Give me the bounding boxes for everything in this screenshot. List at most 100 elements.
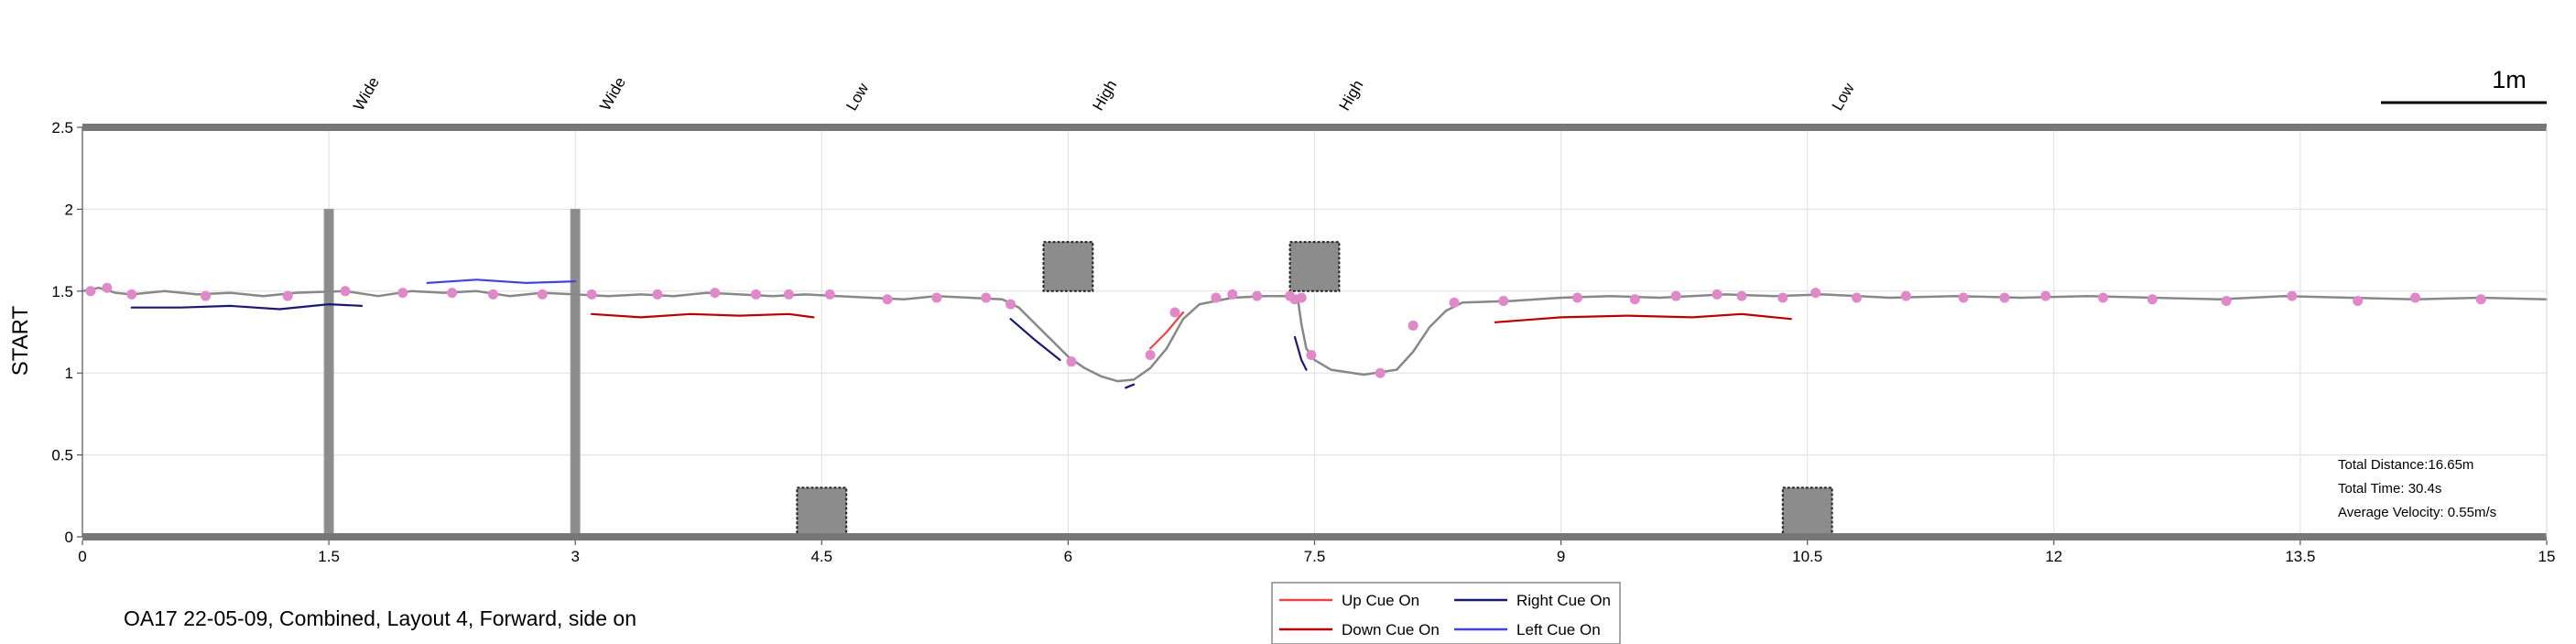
trajectory-marker xyxy=(447,288,458,299)
scale-bar-label: 1m xyxy=(2492,66,2527,93)
trajectory-marker xyxy=(1408,320,1418,331)
obstacle-labels: Wide Wide Low High High Low xyxy=(350,74,1858,114)
trajectory-marker xyxy=(1810,288,1821,299)
trajectory-marker xyxy=(1449,297,1460,308)
trajectory-marker xyxy=(1169,307,1180,318)
cue-line xyxy=(591,312,815,319)
y-tick-label: 2 xyxy=(65,201,73,218)
trajectory-marker xyxy=(2287,290,2298,301)
cue-line xyxy=(1009,318,1061,361)
trajectory-marker xyxy=(2409,292,2420,303)
stat-total-distance: Total Distance:16.65m xyxy=(2338,457,2473,473)
cue-line xyxy=(1293,335,1308,371)
obstacle-box xyxy=(1042,241,1094,292)
stats-box: Total Distance:16.65m Total Time: 30.4s … xyxy=(2338,457,2496,520)
trajectory-marker xyxy=(1736,290,1747,301)
trajectory-marker xyxy=(652,289,663,300)
obstacles xyxy=(323,208,1833,538)
cue-line xyxy=(1125,383,1136,389)
obstacle-label: Low xyxy=(1829,80,1858,114)
x-tick-label: 12 xyxy=(2045,548,2062,565)
trajectory-marker xyxy=(340,286,351,297)
legend-label-down-cue: Down Cue On xyxy=(1342,621,1440,639)
legend-item-right-cue: Right Cue On xyxy=(1454,592,1611,609)
obstacle-wall xyxy=(323,208,334,538)
x-tick-label: 7.5 xyxy=(1304,548,1326,565)
trajectory-marker xyxy=(282,290,293,301)
cue-line xyxy=(426,278,577,284)
trajectory-marker xyxy=(2221,296,2232,307)
y-axis-label: START xyxy=(8,305,33,376)
trajectory-marker xyxy=(1852,292,1863,303)
trajectory-marker xyxy=(931,292,942,303)
legend-label-right-cue: Right Cue On xyxy=(1516,592,1611,609)
legend-label-up-cue: Up Cue On xyxy=(1342,592,1419,609)
cue-line xyxy=(130,303,364,311)
y-tick-label: 2.5 xyxy=(51,119,73,136)
trajectory-marker xyxy=(981,292,992,303)
legend-item-up-cue: Up Cue On xyxy=(1279,592,1419,609)
x-tick-label: 10.5 xyxy=(1792,548,1822,565)
trajectory-marker xyxy=(1066,356,1077,367)
trajectory-marker xyxy=(586,289,597,300)
stat-total-time: Total Time: 30.4s xyxy=(2338,481,2441,497)
x-tick-label: 6 xyxy=(1064,548,1072,565)
bottom-axis-bar xyxy=(82,533,2547,540)
trajectory-marker xyxy=(2475,294,2486,305)
x-tick-label: 1.5 xyxy=(318,548,340,565)
trajectory-marker xyxy=(1296,292,1307,303)
legend-item-left-cue: Left Cue On xyxy=(1454,621,1601,639)
trajectory-marker xyxy=(1712,289,1723,300)
legend-item-down-cue: Down Cue On xyxy=(1279,621,1440,639)
obstacle-box xyxy=(1288,241,1341,292)
x-tick-label: 3 xyxy=(571,548,579,565)
trajectory-marker xyxy=(1252,290,1263,301)
y-tick-label: 0 xyxy=(65,529,73,546)
y-tick-label: 0.5 xyxy=(51,447,73,464)
trajectory-marker xyxy=(751,289,762,300)
trajectory-marker xyxy=(537,289,548,300)
trajectory-marker xyxy=(1572,292,1583,303)
trajectory-marker xyxy=(1670,290,1681,301)
trajectory-marker xyxy=(2147,294,2158,305)
trajectory-marker xyxy=(1005,299,1016,310)
top-axis-bar xyxy=(82,124,2547,131)
trajectory-marker xyxy=(1900,290,1911,301)
cue-line xyxy=(1494,312,1792,323)
trajectory-marker xyxy=(1958,292,1969,303)
trajectory-marker xyxy=(201,290,212,301)
trajectory-marker xyxy=(783,289,794,300)
obstacle-label: High xyxy=(1089,77,1120,114)
trajectory-marker xyxy=(1306,350,1317,361)
trajectory-marker xyxy=(882,294,893,305)
trajectory-marker xyxy=(1145,350,1156,361)
axes: 0 1.5 3 4.5 6 7.5 9 10.5 12 13.5 15 0 0.5 1 1.5 2 2.5 xyxy=(51,119,2555,565)
trajectory-marker xyxy=(2040,290,2051,301)
trajectory-marker xyxy=(488,289,498,300)
trajectory-marker xyxy=(1999,292,2010,303)
trajectory-marker xyxy=(85,286,96,297)
y-tick-label: 1 xyxy=(65,365,73,382)
x-tick-label: 0 xyxy=(78,548,86,565)
obstacle-box xyxy=(1781,486,1833,538)
trajectory-marker xyxy=(2098,292,2109,303)
x-tick-label: 9 xyxy=(1557,548,1565,565)
markers xyxy=(85,282,2486,378)
scale-bar: 1m xyxy=(2381,66,2547,104)
trajectory-marker xyxy=(397,288,408,299)
trajectory-marker xyxy=(824,289,835,300)
cue-line xyxy=(1149,311,1185,350)
x-tick-label: 15 xyxy=(2538,548,2556,565)
trajectory-marker xyxy=(1375,367,1386,378)
legend-label-left-cue: Left Cue On xyxy=(1516,621,1601,639)
trajectory-marker xyxy=(1629,294,1640,305)
obstacle-label: High xyxy=(1336,77,1367,114)
obstacle-box xyxy=(796,486,848,538)
trajectory-marker xyxy=(1498,296,1509,307)
trajectory-marker xyxy=(710,288,721,299)
chart-caption: OA17 22-05-09, Combined, Layout 4, Forwa… xyxy=(124,606,636,630)
trajectory-marker xyxy=(126,289,137,300)
trajectory-marker xyxy=(1777,292,1788,303)
grid xyxy=(82,126,2548,538)
